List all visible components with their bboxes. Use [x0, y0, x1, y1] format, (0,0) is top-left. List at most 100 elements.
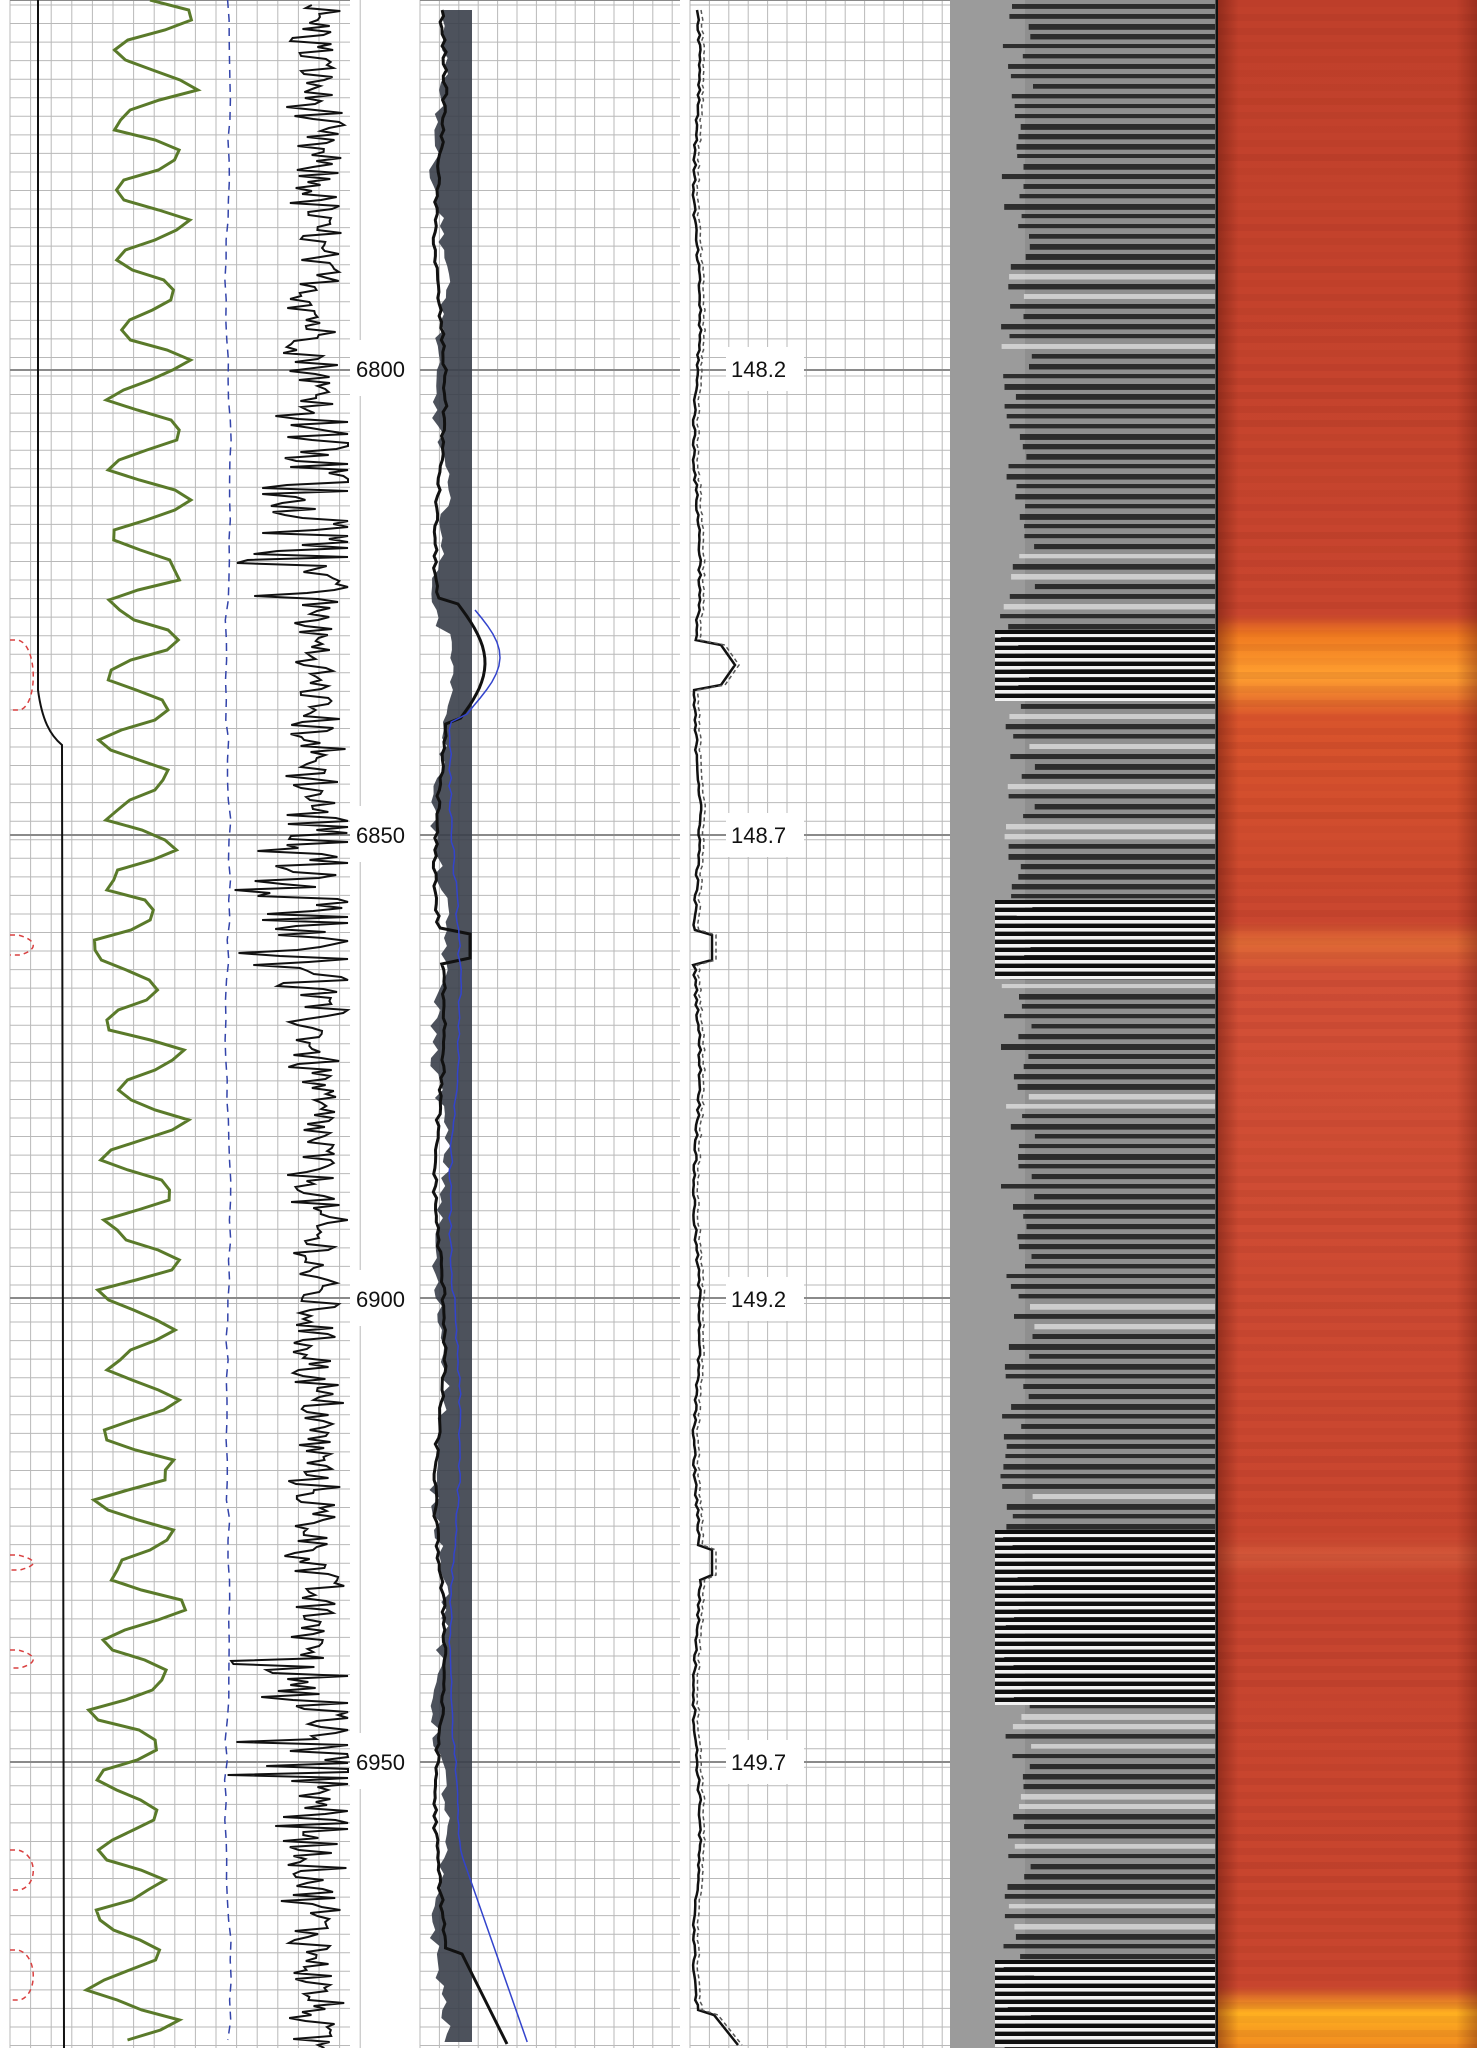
acoustic-stripe	[1031, 1254, 1215, 1259]
acoustic-stripe	[1012, 1754, 1215, 1759]
acoustic-stripe	[1011, 894, 1215, 899]
acoustic-strong-stripe	[995, 1976, 1215, 1980]
acoustic-strong-stripe	[995, 666, 1215, 669]
acoustic-strong-stripe	[995, 1614, 1215, 1617]
acoustic-stripe	[1026, 454, 1215, 460]
acoustic-stripe	[1003, 1434, 1215, 1440]
acoustic-stripe	[1023, 1064, 1215, 1070]
acoustic-strong-stripe	[995, 658, 1215, 661]
acoustic-stripe	[1034, 584, 1215, 590]
track1-green-curve	[82, 0, 202, 2042]
acoustic-stripe	[1034, 764, 1215, 770]
acoustic-stripe	[1008, 624, 1215, 630]
acoustic-stripe	[1005, 1374, 1215, 1379]
acoustic-stripe	[1008, 1904, 1215, 1909]
acoustic-stripe	[1017, 154, 1215, 159]
track1-red-dashed-curve	[10, 1949, 34, 2001]
acoustic-stripe	[1013, 1814, 1215, 1820]
acoustic-stripe	[1018, 1144, 1215, 1149]
acoustic-strong-stripe	[995, 690, 1215, 693]
acoustic-strong-stripe	[995, 932, 1215, 936]
acoustic-stripe	[1017, 1084, 1215, 1090]
acoustic-stripe	[1009, 14, 1215, 19]
acoustic-stripe	[1019, 1804, 1215, 1810]
acoustic-stripe	[1012, 564, 1215, 570]
acoustic-strong-stripe	[995, 1574, 1215, 1577]
acoustic-strong-stripe	[995, 2000, 1215, 2004]
acoustic-stripe	[1029, 364, 1215, 370]
acoustic-stripe	[1021, 1004, 1215, 1009]
acoustic-strong-stripe	[995, 1638, 1215, 1641]
acoustic-stripe	[1028, 1094, 1215, 1100]
acoustic-strong-stripe	[995, 1534, 1215, 1537]
track3-grid	[689, 0, 950, 2048]
acoustic-strong-stripe	[995, 1980, 1215, 1983]
acoustic-stripe	[1008, 1834, 1215, 1839]
acoustic-stripe	[1004, 384, 1215, 390]
acoustic-stripe	[1012, 4, 1215, 9]
acoustic-stripe	[1024, 534, 1215, 539]
acoustic-strong-stripe	[995, 1964, 1215, 1967]
acoustic-stripe	[1019, 994, 1215, 1000]
acoustic-stripe	[1023, 1214, 1215, 1219]
acoustic-stripe	[1008, 1854, 1215, 1859]
acoustic-stripe	[1000, 1474, 1215, 1479]
acoustic-stripe	[1022, 1114, 1215, 1119]
acoustic-stripe	[1029, 1704, 1215, 1709]
acoustic-stripe	[1004, 834, 1215, 840]
acoustic-stripe	[1019, 194, 1215, 199]
acoustic-strong-stripe	[995, 940, 1215, 944]
acoustic-stripe	[1010, 74, 1215, 79]
acoustic-stripe	[1001, 1044, 1215, 1050]
acoustic-stripe	[1014, 1314, 1215, 1319]
acoustic-strong-stripe	[995, 678, 1215, 682]
acoustic-strong-stripe	[995, 936, 1215, 939]
acoustic-strong-stripe	[995, 1960, 1215, 1964]
acoustic-strong-stripe	[995, 1630, 1215, 1633]
acoustic-strong-stripe	[995, 1984, 1215, 1988]
depth-labels: 6800 6850 6900 6950	[352, 340, 418, 1789]
track3-dashed-curve	[695, 9, 743, 2046]
acoustic-strong-stripe	[995, 1618, 1215, 1622]
acoustic-stripe	[1034, 1324, 1215, 1330]
acoustic-strong-stripe	[995, 2008, 1215, 2012]
acoustic-stripe	[1028, 24, 1215, 30]
acoustic-strong-stripe	[995, 908, 1215, 912]
depth-label-6950: 6950	[356, 1750, 405, 1775]
acoustic-strong-stripe	[995, 928, 1215, 931]
acoustic-stripe	[1022, 444, 1215, 450]
acoustic-strong-stripe	[995, 972, 1215, 976]
acoustic-strong-stripe	[995, 1666, 1215, 1670]
acoustic-strong-stripe	[995, 1594, 1215, 1598]
acoustic-strong-stripe	[995, 2036, 1215, 2039]
acoustic-strong-stripe	[995, 1602, 1215, 1606]
acoustic-strong-stripe	[995, 1546, 1215, 1550]
acoustic-strong-stripe	[995, 1992, 1215, 1996]
track1-spiky-curve	[227, 4, 351, 2048]
acoustic-stripe	[1006, 1104, 1215, 1109]
acoustic-strong-stripe	[995, 1634, 1215, 1638]
acoustic-stripe	[1006, 414, 1215, 419]
acoustic-strong-stripe	[995, 674, 1215, 677]
acoustic-strong-stripe	[995, 1554, 1215, 1558]
track1-red-dashed-curve	[10, 1649, 34, 1669]
acoustic-strong-stripe	[995, 1686, 1215, 1689]
acoustic-stripe	[1013, 1074, 1215, 1080]
acoustic-stripe	[1029, 244, 1215, 250]
acoustic-stripe	[1020, 1954, 1215, 1959]
acoustic-stripe	[1008, 1344, 1215, 1350]
acoustic-stripe	[1006, 474, 1215, 480]
acoustic-strong-stripe	[995, 912, 1215, 915]
acoustic-strong-stripe	[995, 1538, 1215, 1542]
acoustic-strong-stripe	[995, 1670, 1215, 1673]
acoustic-stripe	[1000, 614, 1215, 619]
acoustic-strong-stripe	[995, 2044, 1215, 2047]
acoustic-stripe	[1025, 254, 1215, 260]
acoustic-stripe	[1023, 1384, 1215, 1389]
acoustic-stripe	[1025, 504, 1215, 509]
acoustic-stripe	[1008, 284, 1215, 290]
acoustic-strong-stripe	[995, 2032, 1215, 2036]
acoustic-strong-stripe	[995, 2004, 1215, 2007]
